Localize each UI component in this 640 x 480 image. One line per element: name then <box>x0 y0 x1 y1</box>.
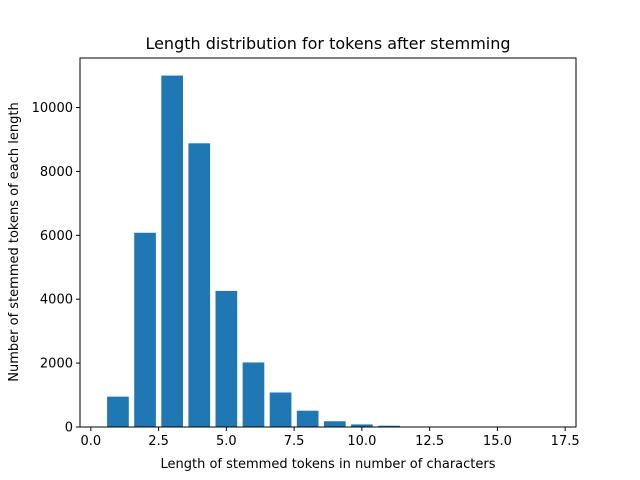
y-axis-label: Number of stemmed tokens of each length <box>7 102 22 381</box>
y-tick-label: 0 <box>65 421 73 436</box>
x-tick-label: 10.0 <box>347 434 376 449</box>
x-tick-label: 15.0 <box>483 434 512 449</box>
bars-group <box>107 75 563 428</box>
y-tick-label: 6000 <box>40 229 73 244</box>
x-axis-ticks: 0.0 2.5 5.0 7.5 10.0 12.5 15.0 17.5 <box>80 427 580 449</box>
x-axis-label: Length of stemmed tokens in number of ch… <box>160 457 495 472</box>
bar-8 <box>296 410 319 427</box>
plot-area <box>79 57 577 428</box>
bar-6 <box>242 362 265 427</box>
bar-1 <box>107 396 129 427</box>
axes-frame <box>79 57 577 428</box>
y-axis-ticks: 0 2000 4000 6000 8000 10000 <box>32 101 80 436</box>
x-tick-label: 2.5 <box>148 434 169 449</box>
bar-3 <box>161 75 183 428</box>
bar-2 <box>134 232 156 427</box>
y-tick-label: 4000 <box>40 293 73 308</box>
bar-5 <box>215 290 238 427</box>
y-tick-label: 8000 <box>40 165 73 180</box>
x-tick-label: 12.5 <box>415 434 444 449</box>
bar-9 <box>323 421 346 427</box>
x-tick-label: 5.0 <box>216 434 237 449</box>
bar-10 <box>351 424 373 427</box>
x-tick-label: 7.5 <box>284 434 305 449</box>
x-tick-label: 17.5 <box>551 434 580 449</box>
y-tick-label: 10000 <box>32 101 73 116</box>
chart-title: Length distribution for tokens after ste… <box>145 34 510 53</box>
bar-7 <box>269 392 292 427</box>
x-tick-label: 0.0 <box>80 434 101 449</box>
bar-11 <box>378 425 400 427</box>
y-tick-label: 2000 <box>40 357 73 372</box>
bar-4 <box>188 143 211 427</box>
